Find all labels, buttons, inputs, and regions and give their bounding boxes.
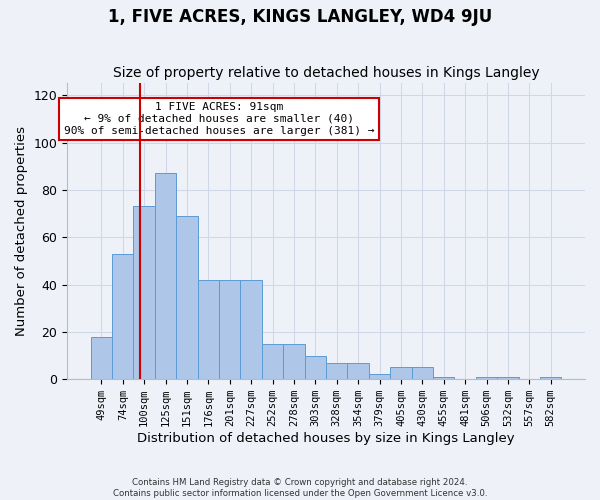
Text: 1, FIVE ACRES, KINGS LANGLEY, WD4 9JU: 1, FIVE ACRES, KINGS LANGLEY, WD4 9JU bbox=[108, 8, 492, 26]
Text: 1 FIVE ACRES: 91sqm
← 9% of detached houses are smaller (40)
90% of semi-detache: 1 FIVE ACRES: 91sqm ← 9% of detached hou… bbox=[64, 102, 374, 136]
Bar bbox=[176, 216, 197, 379]
Text: Contains HM Land Registry data © Crown copyright and database right 2024.
Contai: Contains HM Land Registry data © Crown c… bbox=[113, 478, 487, 498]
Title: Size of property relative to detached houses in Kings Langley: Size of property relative to detached ho… bbox=[113, 66, 539, 80]
Bar bbox=[197, 280, 219, 379]
Bar bbox=[369, 374, 390, 379]
Bar bbox=[112, 254, 133, 379]
Bar bbox=[326, 362, 347, 379]
Bar bbox=[390, 368, 412, 379]
X-axis label: Distribution of detached houses by size in Kings Langley: Distribution of detached houses by size … bbox=[137, 432, 515, 445]
Bar bbox=[476, 377, 497, 379]
Bar bbox=[497, 377, 518, 379]
Bar bbox=[219, 280, 241, 379]
Bar bbox=[540, 377, 562, 379]
Bar bbox=[412, 368, 433, 379]
Bar bbox=[262, 344, 283, 379]
Bar bbox=[433, 377, 454, 379]
Bar bbox=[241, 280, 262, 379]
Bar bbox=[155, 174, 176, 379]
Bar bbox=[283, 344, 305, 379]
Bar bbox=[133, 206, 155, 379]
Bar bbox=[91, 336, 112, 379]
Bar bbox=[305, 356, 326, 379]
Y-axis label: Number of detached properties: Number of detached properties bbox=[15, 126, 28, 336]
Bar bbox=[347, 362, 369, 379]
